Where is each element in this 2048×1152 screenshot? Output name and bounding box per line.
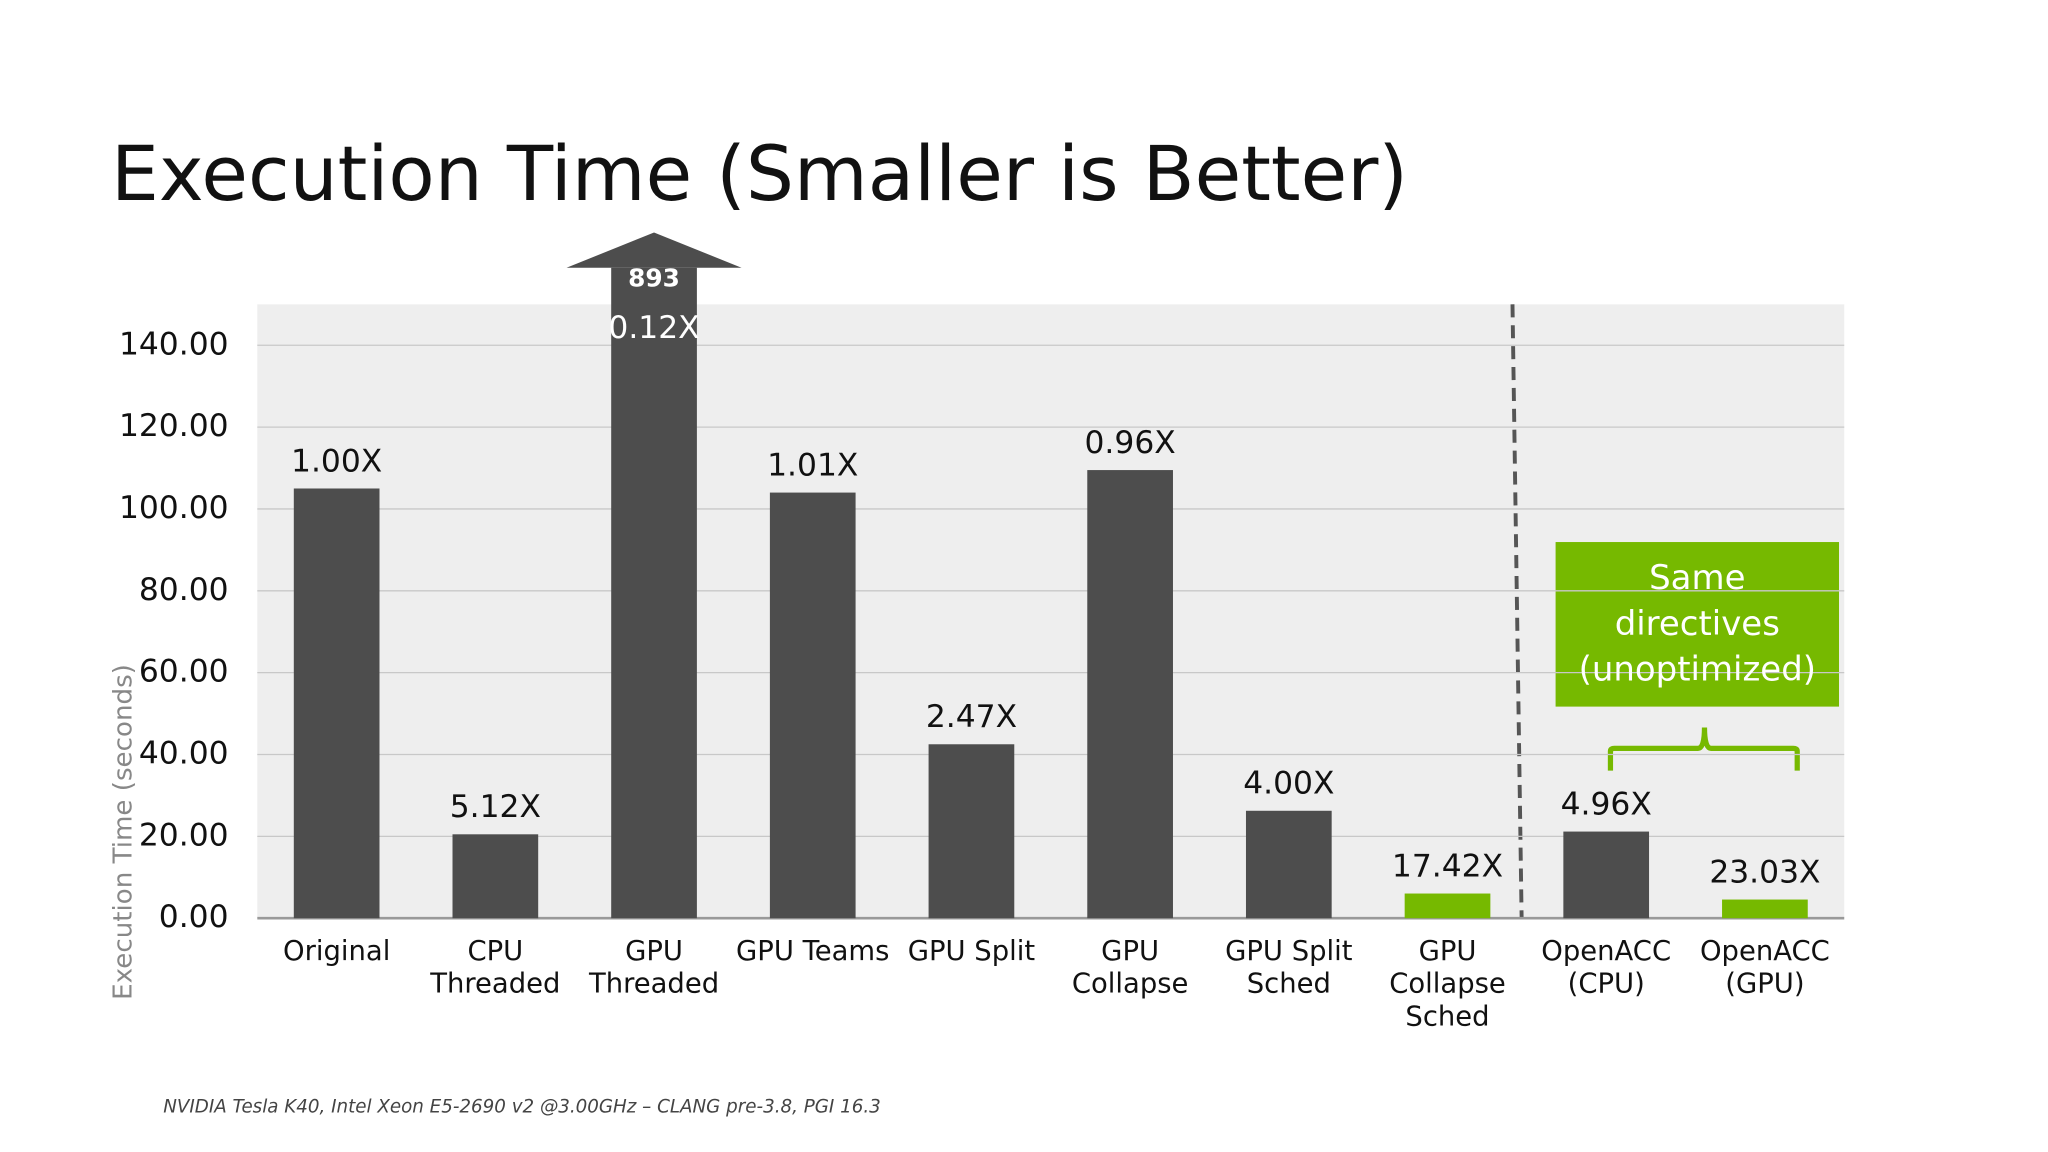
annotation-box: Same directives (unoptimized) <box>1578 559 1817 690</box>
y-tick-label: 60.00 <box>139 654 229 690</box>
y-tick-label: 80.00 <box>139 572 229 608</box>
speedup-label: 5.12X <box>450 789 541 825</box>
bar <box>1245 810 1332 919</box>
x-tick-label: GPU Split Sched <box>1225 935 1353 1000</box>
speedup-label: 1.00X <box>291 443 382 479</box>
brace <box>1607 727 1800 771</box>
bar <box>293 488 380 919</box>
speedup-label: 0.12X <box>608 310 699 346</box>
y-tick-label: 120.00 <box>119 408 229 444</box>
y-tick-label: 20.00 <box>139 817 229 853</box>
x-tick-label: Original <box>282 935 391 967</box>
speedup-label: 17.42X <box>1392 848 1503 884</box>
divider <box>1510 304 1524 919</box>
speedup-label: 2.47X <box>926 699 1017 735</box>
x-tick-label-box: GPU Split <box>907 935 1036 967</box>
bar <box>1087 470 1173 919</box>
x-tick-label: GPU Threaded <box>588 935 720 1000</box>
x-tick-label: GPU Split <box>907 935 1036 967</box>
x-tick-label-box: GPU Collapse <box>1071 935 1189 1000</box>
x-tick-label: CPU Threaded <box>430 935 561 1000</box>
x-tick-label-box: OpenACC (GPU) <box>1699 935 1830 1000</box>
overflow-value-label: 893 <box>628 264 680 293</box>
x-tick-label-box: Original <box>282 935 391 967</box>
annotation-box <box>1555 542 1840 707</box>
x-tick-label-box: GPU Threaded <box>588 935 720 1000</box>
x-tick-label: OpenACC (GPU) <box>1699 935 1830 1000</box>
x-tick-label-box: GPU Split Sched <box>1225 935 1353 1000</box>
x-tick-label: GPU Collapse <box>1071 935 1189 1000</box>
speedup-label: 0.96X <box>1085 425 1176 461</box>
y-tick-label: 0.00 <box>159 899 229 935</box>
bar <box>1404 893 1491 919</box>
bar <box>928 744 1015 919</box>
x-tick-label-box: GPU Collapse Sched <box>1389 935 1506 1032</box>
speedup-label: 1.01X <box>767 447 858 483</box>
speedup-label: 4.00X <box>1243 766 1334 802</box>
x-tick-label: GPU Teams <box>736 935 890 967</box>
y-tick-label: 140.00 <box>119 326 229 362</box>
y-tick-label: 40.00 <box>139 736 229 772</box>
bar <box>452 834 539 919</box>
overflow-arrow <box>566 232 742 268</box>
speedup-label: 4.96X <box>1561 786 1652 822</box>
chart-title: Execution Time (Smaller is Better) <box>111 130 1408 218</box>
x-tick-label-box: OpenACC (CPU) <box>1541 935 1672 1000</box>
x-tick-label-box: CPU Threaded <box>430 935 561 1000</box>
y-tick-label: 100.00 <box>119 490 229 526</box>
speedup-label: 23.03X <box>1709 854 1820 890</box>
footnote: NVIDIA Tesla K40, Intel Xeon E5-2690 v2 … <box>163 1097 881 1118</box>
bar <box>1563 831 1650 919</box>
y-axis-label: Execution Time (seconds) <box>109 664 139 1000</box>
x-tick-label-box: GPU Teams <box>736 935 890 967</box>
x-tick-label: GPU Collapse Sched <box>1389 935 1506 1032</box>
bar <box>769 492 856 919</box>
bar <box>1722 899 1808 919</box>
bar <box>611 267 697 919</box>
annotation: Same directives (unoptimized) <box>1578 559 1817 690</box>
x-tick-label: OpenACC (CPU) <box>1541 935 1672 1000</box>
